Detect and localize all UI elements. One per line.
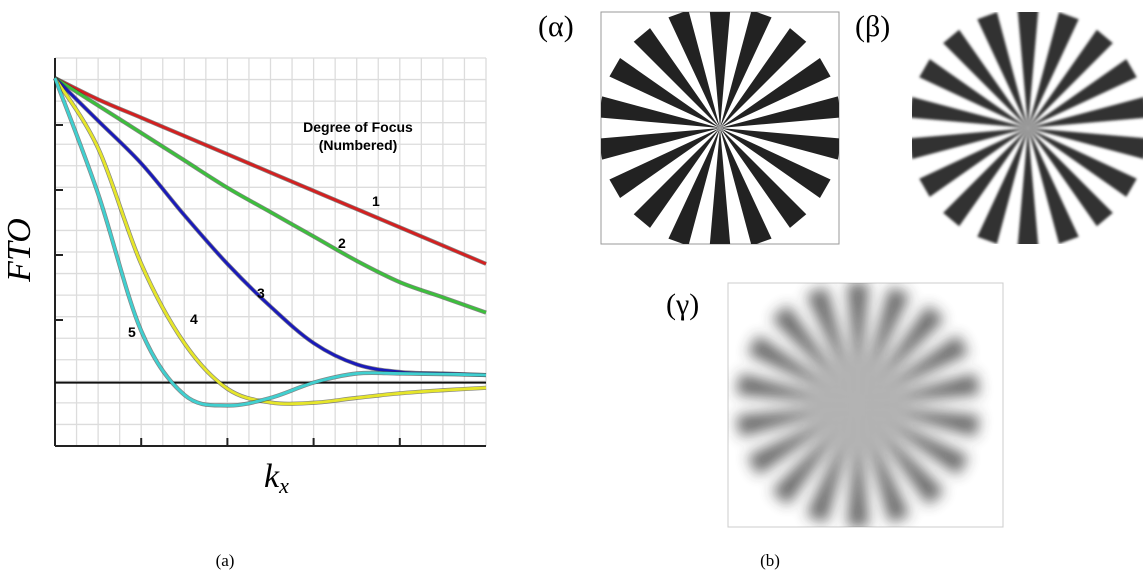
- star-spoke: [858, 405, 980, 437]
- panel-label: (β): [855, 10, 890, 43]
- caption: (b): [760, 551, 780, 570]
- curve-label: 3: [257, 285, 265, 301]
- star-spoke: [747, 335, 858, 405]
- star-spoke: [720, 28, 807, 129]
- star-spoke: [858, 305, 945, 405]
- star-spoke: [668, 128, 720, 244]
- star-spoke: [806, 287, 858, 405]
- star-spoke: [858, 405, 969, 475]
- star-spoke: [633, 28, 720, 129]
- star-spoke: [771, 405, 858, 505]
- star-spoke: [858, 405, 945, 505]
- star-spoke: [736, 405, 858, 437]
- star-spoke: [709, 12, 731, 128]
- x-label-sub: x: [278, 473, 289, 498]
- star-spoke: [668, 12, 720, 128]
- image-frame: [727, 282, 1004, 528]
- star-spoke: [912, 96, 1028, 128]
- star-spoke: [912, 128, 1028, 160]
- star-spoke: [806, 405, 858, 523]
- star-spoke: [720, 128, 807, 228]
- star-spoke: [919, 128, 1028, 197]
- legend-title: (Numbered): [319, 137, 398, 153]
- curve: [53, 77, 487, 407]
- x-label-base: k: [264, 458, 280, 495]
- star-spoke: [1028, 59, 1137, 129]
- star-spoke: [601, 128, 720, 160]
- curve-label: 1: [372, 193, 380, 209]
- star-spoke: [720, 12, 772, 128]
- curve-label: 5: [128, 324, 136, 340]
- curve: [53, 77, 487, 406]
- star-spoke: [1028, 97, 1143, 128]
- star-spoke: [1028, 128, 1079, 244]
- legend-title: Degree of Focus: [303, 119, 413, 135]
- star-spoke: [609, 128, 720, 198]
- star-spoke: [977, 128, 1028, 244]
- star-spoke: [943, 128, 1028, 227]
- star-spoke: [1017, 128, 1039, 244]
- star-spoke: [720, 128, 772, 244]
- star-spoke: [1028, 29, 1113, 129]
- star-spoke: [943, 29, 1028, 129]
- star-spoke: [1028, 128, 1113, 227]
- panel-label: (γ): [666, 288, 699, 321]
- star-spoke: [847, 283, 869, 405]
- curve-label: 4: [190, 311, 198, 327]
- star-spoke: [601, 96, 720, 128]
- star-spoke: [720, 96, 839, 128]
- siemens-star-defocused: [736, 283, 980, 527]
- siemens-star-blurred: [912, 12, 1143, 244]
- panel-label: (α): [538, 10, 574, 43]
- x-axis-label: kx: [264, 458, 289, 498]
- curve-label: 2: [338, 235, 346, 251]
- star-spoke: [847, 405, 869, 527]
- star-spoke: [1028, 128, 1137, 197]
- star-spoke: [858, 373, 980, 405]
- star-spoke: [720, 58, 831, 128]
- star-spoke: [1028, 128, 1143, 159]
- siemens-star-sharp: [601, 12, 839, 244]
- star-spoke: [709, 128, 731, 244]
- star-spoke: [919, 59, 1028, 129]
- star-spoke: [633, 128, 720, 228]
- star-spoke: [858, 405, 910, 523]
- curve: [54, 76, 487, 266]
- star-spoke: [609, 58, 720, 128]
- star-spoke: [858, 287, 910, 405]
- star-spoke: [736, 373, 858, 405]
- star-spoke: [977, 12, 1028, 129]
- star-spoke: [720, 128, 831, 198]
- star-spoke: [747, 405, 858, 475]
- y-axis-label: FTO: [1, 218, 38, 283]
- star-spoke: [1017, 12, 1039, 128]
- plot-area: [53, 57, 487, 447]
- star-spoke: [1028, 12, 1079, 129]
- star-spoke: [858, 335, 969, 405]
- curve: [54, 76, 487, 314]
- star-spoke: [771, 305, 858, 405]
- star-spoke: [720, 128, 839, 160]
- caption: (a): [216, 551, 235, 570]
